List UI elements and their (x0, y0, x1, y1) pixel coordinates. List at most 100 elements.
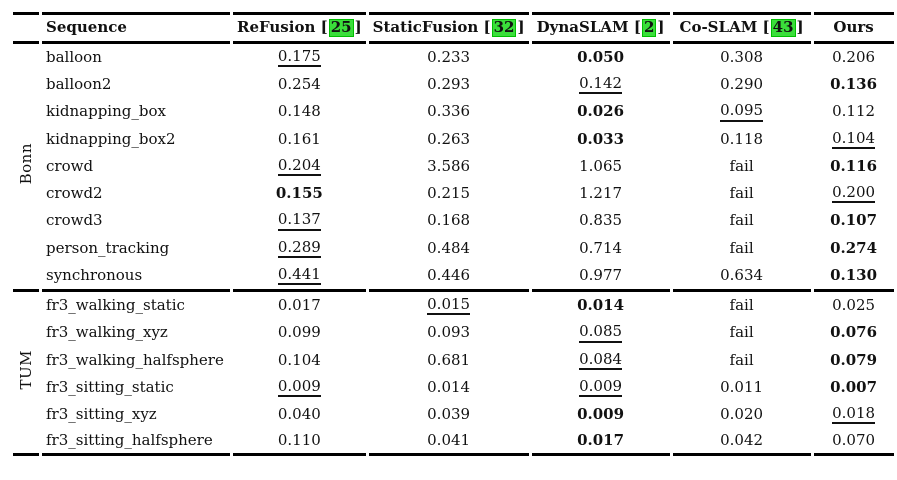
value-cell-ours: 0.136 (814, 71, 894, 98)
header-corner-cell (13, 12, 39, 44)
column-header-refusion: ReFusion [25] (233, 12, 366, 44)
value-cell-co-slam: 0.042 (672, 428, 811, 457)
value: 0.039 (427, 405, 471, 424)
value: 0.263 (427, 129, 471, 148)
table-row-crowd2: crowd2 0.155 0.215 1.217 fail 0.200 (13, 180, 894, 207)
value-cell-ours: 0.007 (814, 374, 894, 401)
dataset-group-label: TUM (17, 350, 35, 390)
best-value: 0.136 (830, 75, 878, 94)
citation-link-43[interactable]: 43 (770, 18, 796, 37)
citation-open-bracket: [ (757, 18, 770, 36)
value-cell-ours: 0.070 (813, 428, 894, 457)
citation-open-bracket: [ (628, 18, 641, 36)
value-cell-staticfusion: 0.233 (369, 44, 529, 71)
value: 0.112 (832, 102, 876, 121)
citation-open-bracket: [ (315, 18, 328, 36)
value: 0.110 (277, 431, 321, 450)
citation-link-25[interactable]: 25 (328, 18, 354, 37)
value-cell-ours: 0.104 (814, 126, 894, 153)
best-value: 0.017 (577, 431, 625, 450)
value-cell-co-slam: 0.634 (672, 262, 811, 292)
value-cell-ours: 0.116 (814, 153, 894, 180)
best-value: 0.155 (275, 184, 323, 203)
value: 0.017 (277, 296, 321, 315)
sequence-name-cell: balloon (46, 47, 102, 66)
value-cell-ours: 0.076 (814, 319, 894, 346)
citation-close-bracket: ] (354, 18, 362, 36)
value-cell-refusion: 0.175 (233, 44, 366, 71)
value: 0.099 (277, 323, 321, 342)
second-best-value: 0.009 (579, 377, 623, 397)
value-cell-refusion: 0.099 (233, 319, 366, 346)
value-cell-co-slam: 0.020 (673, 401, 811, 428)
value-cell-dynaslam: 0.009 (532, 374, 670, 401)
value: 0.446 (427, 265, 471, 284)
value-cell-staticfusion: 3.586 (369, 153, 529, 180)
best-value: 0.014 (577, 296, 625, 315)
column-header-label: Ours (833, 18, 874, 37)
value: 0.040 (277, 405, 321, 424)
value-cell-refusion: 0.104 (233, 347, 366, 374)
citation-link-32[interactable]: 32 (491, 18, 517, 37)
best-value: 0.026 (577, 102, 625, 121)
value-cell-refusion: 0.148 (233, 98, 366, 125)
value-cell-refusion: 0.289 (233, 235, 366, 262)
value: 0.104 (277, 350, 321, 369)
value-cell-co-slam: 0.290 (673, 71, 811, 98)
table-body: Bonn balloon 0.175 0.233 0.050 0.308 0.206 ball… (13, 44, 894, 457)
value: 0.714 (579, 238, 623, 257)
table-row-kidnapping-box2: kidnapping_box2 0.161 0.263 0.033 0.118 0.104 (13, 126, 894, 153)
value-cell-dynaslam: 0.085 (532, 319, 670, 346)
value-cell-dynaslam: 0.017 (531, 428, 670, 457)
value-cell-ours: 0.274 (814, 235, 894, 262)
sequence-name-cell: crowd (46, 156, 94, 175)
best-value: 0.076 (830, 323, 878, 342)
value: 1.217 (579, 184, 623, 203)
value: 0.336 (427, 102, 471, 121)
value-cell-co-slam: 0.118 (673, 126, 811, 153)
value-cell-dynaslam: 0.714 (532, 235, 670, 262)
best-value: 0.130 (830, 265, 878, 284)
value-cell-refusion: 0.040 (233, 401, 366, 428)
best-value: 0.033 (577, 129, 625, 148)
table-row-fr3-walking-halfsphere: fr3_walking_halfsphere 0.104 0.681 0.084 fai… (13, 347, 894, 374)
column-header-label: Sequence (46, 18, 127, 37)
value: 0.168 (427, 211, 471, 230)
value-cell-co-slam: fail (673, 292, 811, 319)
value: 0.215 (427, 184, 471, 203)
table-header: Sequence ReFusion [25] StaticFusion [32] Dy… (13, 12, 894, 44)
value-cell-dynaslam: 0.977 (531, 262, 670, 292)
value: 0.233 (427, 47, 471, 66)
column-header-sequence: Sequence (42, 12, 230, 44)
value-cell-staticfusion: 0.041 (368, 428, 529, 457)
value-cell-staticfusion: 0.293 (369, 71, 529, 98)
table-row-fr3-walking-xyz: fr3_walking_xyz 0.099 0.093 0.085 fail 0.076 (13, 319, 894, 346)
value: fail (729, 211, 754, 230)
value-cell-staticfusion: 0.446 (368, 262, 529, 292)
value: 0.290 (720, 75, 764, 94)
value: fail (729, 296, 754, 315)
column-header-co-slam: Co-SLAM [43] (672, 12, 811, 44)
value: 0.308 (720, 47, 764, 66)
second-best-value: 0.095 (720, 102, 764, 122)
value: 0.118 (720, 129, 764, 148)
second-best-value: 0.009 (277, 377, 321, 397)
value-cell-ours: 0.206 (814, 44, 894, 71)
table-row-fr3-walking-static: TUM fr3_walking_static 0.017 0.015 0.014 fail… (13, 292, 894, 457)
table-row-fr3-sitting-halfsphere: fr3_sitting_halfsphere 0.110 0.041 0.017 0.0… (13, 428, 894, 457)
value-cell-dynaslam: 0.009 (532, 401, 670, 428)
best-value: 0.007 (830, 377, 878, 396)
value: fail (729, 350, 754, 369)
citation-link-2[interactable]: 2 (641, 18, 657, 37)
value: 0.025 (832, 296, 876, 315)
column-header-dynaslam: DynaSLAM [2] (531, 12, 670, 44)
table-row-balloon2: balloon2 0.254 0.293 0.142 0.290 0.136 (13, 71, 894, 98)
value-cell-dynaslam: 0.835 (532, 207, 670, 234)
value: 0.093 (427, 323, 471, 342)
value-cell-dynaslam: 0.084 (532, 347, 670, 374)
second-best-value: 0.289 (277, 238, 321, 258)
sequence-name-cell: person_tracking (46, 238, 170, 257)
value-cell-refusion: 0.441 (233, 262, 366, 292)
citation-close-bracket: ] (517, 18, 525, 36)
